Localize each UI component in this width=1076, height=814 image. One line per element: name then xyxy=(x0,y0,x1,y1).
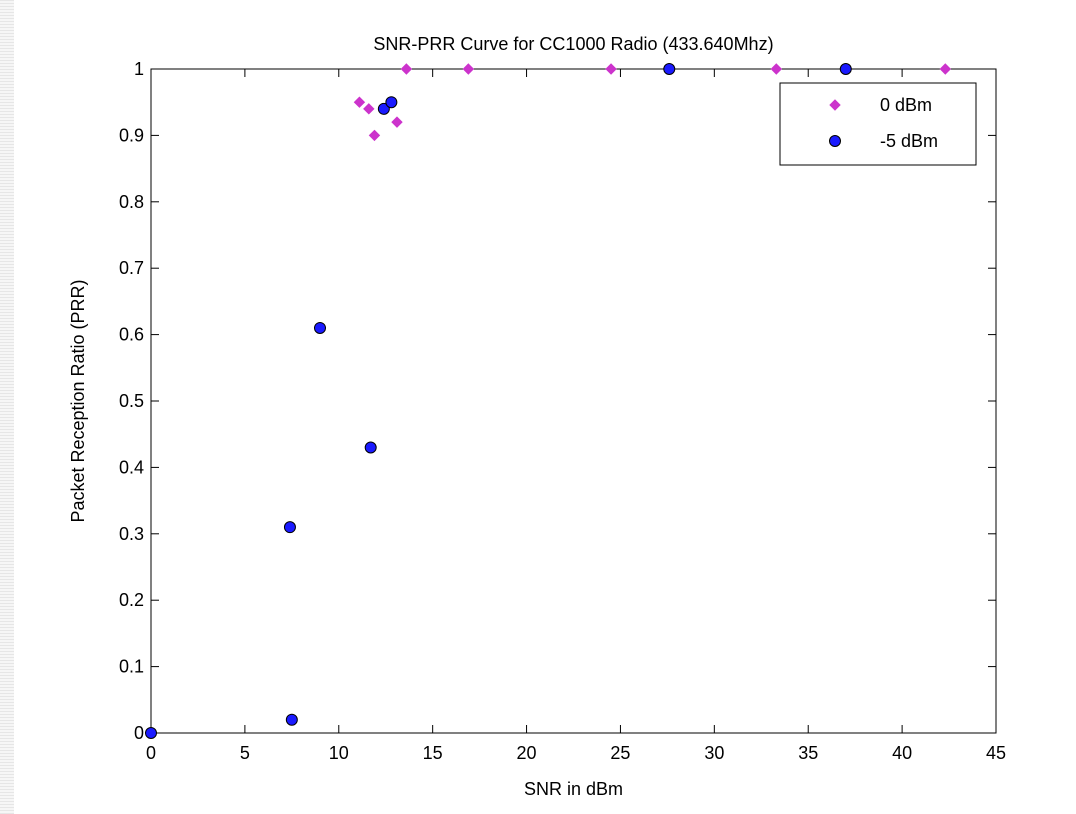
chart-title: SNR-PRR Curve for CC1000 Radio (433.640M… xyxy=(373,34,773,54)
y-tick-label: 0.6 xyxy=(119,325,144,345)
series-0dbm-point xyxy=(605,63,617,75)
legend-box xyxy=(779,82,977,166)
legend-marker xyxy=(829,99,841,111)
y-tick-label: 0.2 xyxy=(119,590,144,610)
x-tick-label: 25 xyxy=(610,743,630,763)
series-minus5dbm-point xyxy=(283,521,296,534)
x-tick-label: 20 xyxy=(517,743,537,763)
data-points xyxy=(145,63,952,739)
x-axis-label: SNR in dBm xyxy=(524,779,623,799)
axis-ticks: 0 5 10 15 20 25 30 35 40 45 0 0.1 0.2 0.3 0.4 0.5 0.6 0.7… xyxy=(119,59,1006,763)
series-0dbm-point xyxy=(400,63,413,75)
y-tick-label: 0.3 xyxy=(119,524,144,544)
y-tick-label: 0.4 xyxy=(119,457,144,477)
y-axis-label: Packet Reception Ratio (PRR) xyxy=(68,279,88,522)
y-tick-label: 0.7 xyxy=(119,258,144,278)
series-0dbm-point xyxy=(939,63,952,75)
series-minus5dbm-point xyxy=(285,713,298,726)
series-minus5dbm-point xyxy=(377,102,390,115)
series-0dbm-point xyxy=(462,63,475,75)
series-0dbm-point xyxy=(353,96,366,108)
x-tick-label: 15 xyxy=(423,743,443,763)
series-minus5dbm-point xyxy=(839,63,852,75)
series-minus5dbm-point xyxy=(364,441,377,454)
y-tick-label: 0.5 xyxy=(119,391,144,411)
series-minus5dbm-point xyxy=(145,727,157,739)
x-tick-label: 40 xyxy=(892,743,912,763)
legend-label: 0 dBm xyxy=(880,95,932,115)
series-minus5dbm-point xyxy=(314,321,326,334)
legend-label: -5 dBm xyxy=(880,131,938,151)
legend: 0 dBm -5 dBm xyxy=(779,82,977,166)
series-0dbm-point xyxy=(363,103,375,115)
plot-area xyxy=(150,68,997,734)
window-edge-strip xyxy=(0,0,14,814)
legend-marker xyxy=(829,135,841,147)
series-0dbm-point xyxy=(368,129,381,142)
y-tick-label: 0.8 xyxy=(119,192,144,212)
x-tick-label: 0 xyxy=(146,743,156,763)
x-tick-label: 35 xyxy=(798,743,818,763)
series-minus5dbm-point xyxy=(663,63,676,75)
y-tick-label: 0.9 xyxy=(119,125,144,145)
series-0dbm-point xyxy=(391,116,403,128)
y-tick-label: 1 xyxy=(134,59,144,79)
x-tick-label: 45 xyxy=(986,743,1006,763)
series-0dbm-point xyxy=(770,63,783,75)
x-tick-label: 5 xyxy=(240,743,250,763)
x-tick-label: 10 xyxy=(329,743,349,763)
x-tick-label: 30 xyxy=(704,743,724,763)
series-minus5dbm-point xyxy=(385,96,398,109)
y-tick-label: 0 xyxy=(134,723,144,743)
y-tick-label: 0.1 xyxy=(119,657,144,677)
